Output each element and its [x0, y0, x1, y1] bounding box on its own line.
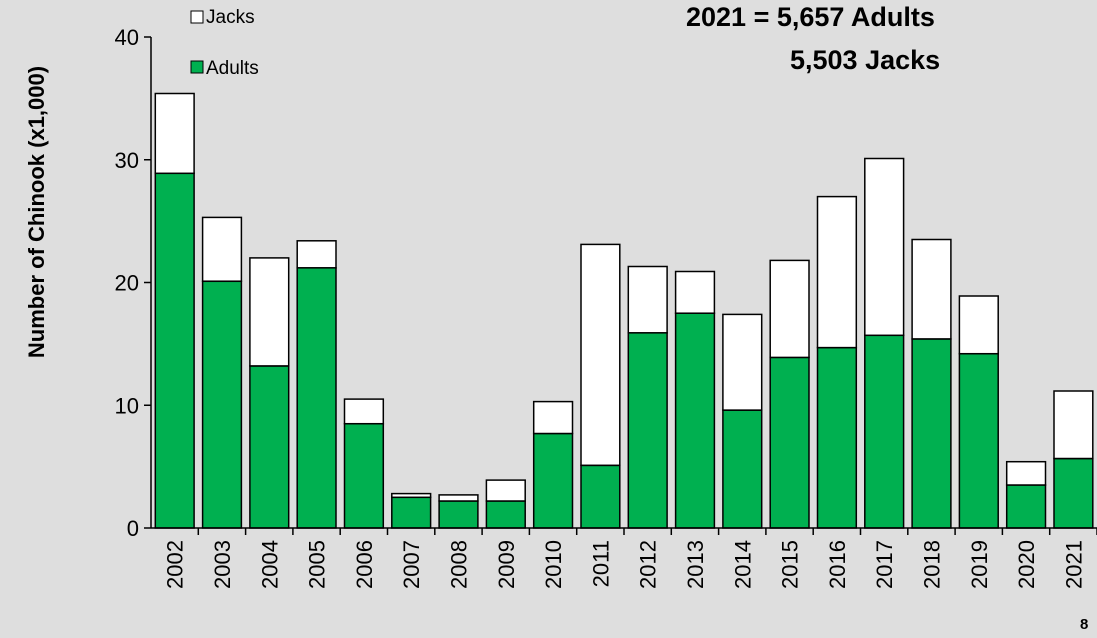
bar-jacks-2010 — [532, 400, 574, 435]
bar-adults-2015 — [769, 356, 810, 529]
bar-adults-2020 — [1005, 484, 1047, 529]
bar-adults-2017 — [864, 334, 905, 529]
bar-jacks-2014 — [722, 313, 763, 411]
x-tick-label-2002: 2002 — [163, 540, 188, 589]
x-tick-label-2017: 2017 — [872, 540, 897, 589]
bar-jacks-2018 — [911, 238, 952, 340]
bar-jacks-2011 — [580, 243, 621, 467]
bar-adults-2008 — [438, 500, 479, 529]
annotation-adults-2021: 2021 = 5,657 Adults — [686, 2, 935, 32]
x-tick-label-2003: 2003 — [210, 540, 235, 589]
bar-adults-2009 — [485, 500, 526, 529]
bar-jacks-2019 — [958, 295, 999, 355]
legend-swatch-adults — [190, 60, 204, 74]
x-tick-label-2013: 2013 — [683, 540, 708, 589]
x-tick-label-2019: 2019 — [967, 540, 992, 589]
x-tick-label-2021: 2021 — [1061, 540, 1086, 589]
x-tick-label-2007: 2007 — [399, 540, 424, 589]
bar-jacks-2009 — [485, 479, 526, 502]
bar-adults-2004 — [249, 365, 290, 529]
x-tick-label-2010: 2010 — [541, 540, 566, 589]
bar-jacks-2002 — [154, 92, 195, 175]
bar-adults-2003 — [201, 280, 243, 529]
bar-jacks-2007 — [391, 492, 432, 499]
bar-adults-2013 — [674, 312, 716, 529]
y-tick-label-40: 40 — [115, 25, 139, 50]
y-tick-label-20: 20 — [115, 271, 139, 296]
bar-jacks-2005 — [296, 240, 337, 269]
bar-adults-2006 — [343, 422, 385, 529]
bar-jacks-2016 — [816, 195, 858, 349]
x-tick-label-2006: 2006 — [352, 540, 377, 589]
bar-adults-2002 — [154, 172, 195, 529]
bar-jacks-2006 — [343, 398, 385, 425]
bar-adults-2018 — [911, 338, 952, 529]
x-tick-label-2018: 2018 — [919, 540, 944, 589]
bar-jacks-2012 — [627, 265, 668, 334]
bar-jacks-2004 — [249, 257, 290, 367]
bar-jacks-2003 — [201, 216, 243, 282]
slide-number: 8 — [1080, 616, 1089, 633]
bar-jacks-2015 — [769, 259, 810, 359]
bar-adults-2010 — [532, 432, 574, 529]
x-tick-label-2004: 2004 — [257, 540, 282, 589]
bar-jacks-2008 — [438, 494, 479, 502]
x-tick-label-2014: 2014 — [730, 540, 755, 589]
y-tick-label-30: 30 — [115, 148, 139, 173]
legend: Jacks Adults — [190, 7, 259, 79]
bar-adults-2014 — [722, 409, 763, 529]
x-ticks-group: 2002 2003 2004 2005 2006 2007 2008 2009 2010 2011… — [163, 528, 1097, 589]
y-axis-label: Number of Chinook (x1,000) — [24, 66, 49, 358]
annotation-jacks-2021: 5,503 Jacks — [790, 45, 941, 75]
bar-adults-2019 — [958, 352, 999, 529]
bar-jacks-2013 — [674, 270, 716, 314]
bar-jacks-2017 — [864, 157, 905, 337]
bar-adults-2005 — [296, 267, 337, 529]
x-tick-label-2012: 2012 — [636, 540, 661, 589]
x-tick-label-2005: 2005 — [305, 540, 330, 589]
legend-label-adults: Adults — [206, 58, 259, 79]
legend-label-jacks: Jacks — [206, 7, 255, 28]
x-tick-label-2015: 2015 — [778, 540, 803, 589]
bars-group — [154, 92, 1094, 529]
y-ticks-group: 0 10 20 30 40 — [115, 25, 151, 541]
x-tick-label-2011: 2011 — [588, 540, 613, 587]
x-tick-label-2009: 2009 — [494, 540, 519, 589]
y-tick-label-0: 0 — [127, 516, 139, 541]
bar-adults-2021 — [1053, 457, 1094, 529]
x-tick-label-2016: 2016 — [825, 540, 850, 589]
x-tick-label-2008: 2008 — [446, 540, 471, 589]
legend-swatch-jacks — [190, 10, 204, 24]
y-tick-label-10: 10 — [115, 393, 139, 418]
bar-adults-2012 — [627, 332, 668, 529]
bar-adults-2011 — [580, 464, 621, 529]
bar-adults-2016 — [816, 346, 858, 529]
bar-jacks-2021 — [1053, 390, 1094, 460]
x-tick-label-2020: 2020 — [1014, 540, 1039, 589]
bar-jacks-2020 — [1005, 460, 1047, 486]
axes-group — [150, 37, 1097, 529]
bar-adults-2007 — [391, 496, 432, 529]
